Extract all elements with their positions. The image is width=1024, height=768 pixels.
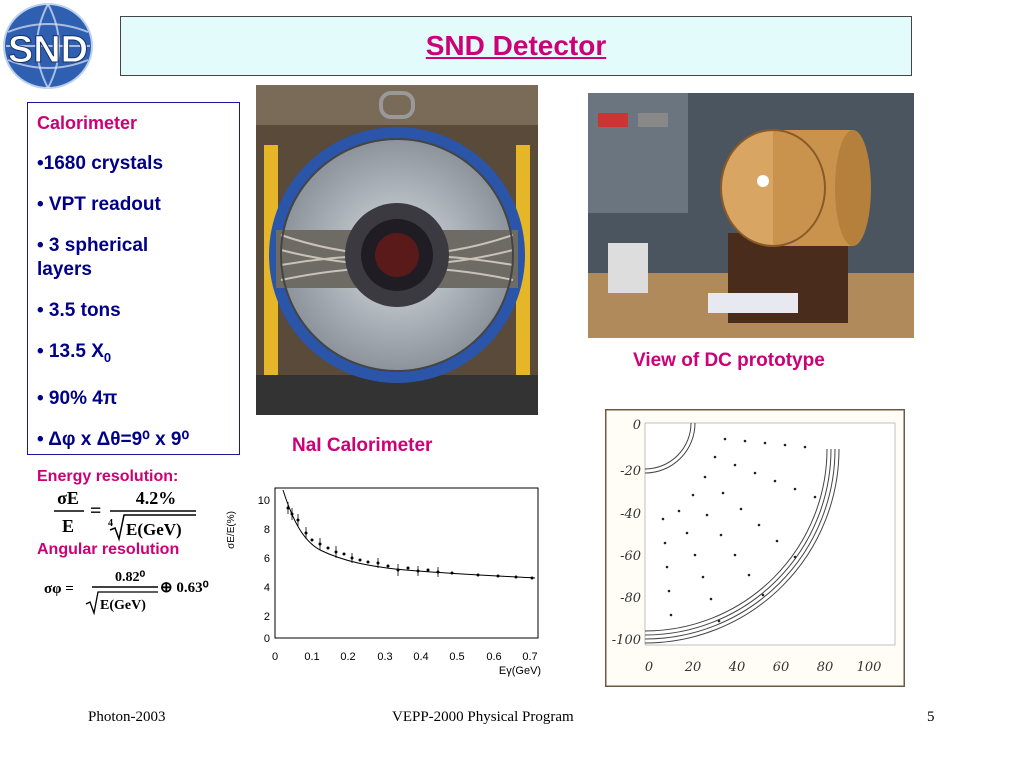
spec-item-x0-sub: 0 bbox=[103, 349, 112, 365]
spec-item: • 3.5 tons bbox=[37, 300, 121, 321]
footer-left: Photon-2003 bbox=[88, 709, 166, 725]
angular-denominator: E(GeV) bbox=[100, 598, 146, 613]
diagram-y-tick: -100 bbox=[612, 633, 641, 648]
dc-prototype-caption: View of DC prototype bbox=[633, 350, 825, 371]
plot-x-tick: 0.5 bbox=[449, 651, 464, 663]
angular-lhs: σφ = bbox=[44, 581, 74, 597]
spec-item: •1680 crystals bbox=[37, 153, 164, 174]
spec-item: • 3 spherical layers bbox=[37, 235, 149, 280]
dc-prototype-photo bbox=[588, 93, 914, 338]
plot-y-tick: 10 bbox=[258, 495, 270, 507]
diagram-y-tick: 0 bbox=[633, 418, 641, 433]
angular-oplus-term: ⊕ 0.63⁰ bbox=[160, 580, 209, 596]
plot-y-tick: 6 bbox=[264, 553, 270, 565]
plot-data-points bbox=[286, 506, 534, 580]
energy-lhs-numerator: σE bbox=[57, 488, 79, 508]
spec-item-solid-angle: • 90% 4π bbox=[37, 387, 118, 409]
page-title: SND Detector bbox=[425, 30, 607, 61]
diagram-x-tick: 80 bbox=[817, 660, 834, 675]
plot-x-tick: 0 bbox=[272, 651, 278, 663]
calorimeter-specs-box: Calorimeter •1680 crystals • VPT readout… bbox=[27, 102, 240, 455]
diagram-y-tick: -40 bbox=[620, 507, 641, 522]
nai-calorimeter-photo bbox=[256, 85, 538, 415]
diagram-y-tick: -20 bbox=[620, 464, 641, 479]
energy-rhs-denominator: E(GeV) bbox=[126, 520, 182, 539]
plot-x-tick: 0.3 bbox=[377, 651, 392, 663]
spec-item: • VPT readout bbox=[37, 194, 161, 215]
plot-y-label: σE/E(%) bbox=[226, 511, 237, 549]
plot-x-tick: 0.1 bbox=[304, 651, 319, 663]
diagram-y-tick: -60 bbox=[620, 549, 641, 564]
energy-lhs-denominator: E bbox=[62, 516, 74, 536]
specs-heading: Calorimeter bbox=[37, 113, 138, 133]
energy-rhs-numerator: 4.2% bbox=[136, 488, 177, 508]
logo-text: SND bbox=[8, 29, 88, 71]
spec-item-x0-text: • 13.5 X bbox=[37, 341, 104, 362]
diagram-x-tick: 40 bbox=[728, 660, 746, 675]
dc-cell-diagram: 0 -20 -40 -60 -80 -100 0 20 40 60 80 100 bbox=[605, 409, 905, 687]
diagram-x-tick: 60 bbox=[773, 660, 790, 675]
plot-x-tick: 0.4 bbox=[413, 651, 428, 663]
diagram-x-tick: 100 bbox=[857, 660, 882, 675]
diagram-y-tick: -80 bbox=[620, 591, 641, 606]
footer-center: VEPP-2000 Physical Program bbox=[392, 709, 574, 725]
plot-x-tick: 0.2 bbox=[340, 651, 355, 663]
plot-y-zero: 0 bbox=[264, 633, 270, 645]
title-box: SND Detector bbox=[120, 16, 912, 76]
energy-resolution-plot: σE/E(%) 2 4 6 8 10 0 0 0.1 0.2 0.3 0.4 0… bbox=[226, 487, 541, 677]
plot-x-tick: 0.7 bbox=[522, 651, 537, 663]
plot-x-tick: 0.6 bbox=[486, 651, 501, 663]
energy-root-index: 4 bbox=[108, 518, 113, 529]
calorimeter-caption: NaI Calorimeter bbox=[292, 435, 433, 456]
energy-resolution-formula: σE E = 4.2% 4 E(GeV) bbox=[54, 488, 196, 542]
diagram-x-tick: 0 bbox=[645, 660, 653, 675]
plot-fit-curve bbox=[282, 489, 536, 579]
snd-logo: SND bbox=[3, 3, 93, 89]
plot-x-label: Eγ(GeV) bbox=[499, 665, 541, 677]
plot-y-tick: 2 bbox=[264, 611, 270, 623]
angular-resolution-formula: σφ = 0.82⁰ E(GeV) ⊕ 0.63⁰ bbox=[44, 570, 209, 616]
svg-text:=: = bbox=[90, 500, 101, 522]
footer-page-number: 5 bbox=[927, 709, 935, 725]
spec-item-granularity: • Δφ x Δθ=9⁰ x 9⁰ bbox=[37, 428, 190, 450]
angular-resolution-label: Angular resolution bbox=[37, 541, 180, 558]
angular-numerator: 0.82⁰ bbox=[115, 570, 146, 585]
plot-y-tick: 8 bbox=[264, 524, 270, 536]
energy-resolution-label: Energy resolution: bbox=[37, 468, 179, 485]
spec-item-radiation-length: • 13.5 X0 bbox=[37, 340, 239, 370]
diagram-x-tick: 20 bbox=[684, 660, 702, 675]
plot-y-tick: 4 bbox=[264, 582, 270, 594]
